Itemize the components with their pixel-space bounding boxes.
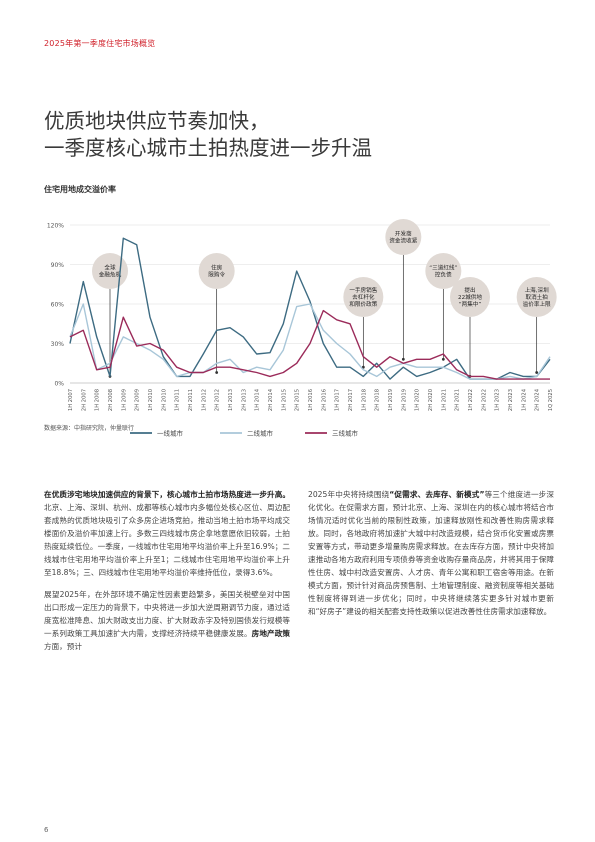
annotation-label: “两集中” [459, 300, 482, 308]
page-number: 6 [44, 826, 49, 834]
x-tick-label: 1H 2024 [521, 388, 527, 411]
x-tick-label: 1H 2021 [441, 389, 447, 411]
x-tick-label: 1Q 2025 [548, 389, 554, 411]
annotation-dot [215, 371, 219, 374]
x-tick-label: 1H 2011 [175, 389, 181, 411]
annotation-label: 和限价政策 [349, 300, 377, 308]
x-tick-label: 1H 2013 [228, 389, 234, 411]
paragraph-lead-bold: 在优质涉宅地块加速供应的背景下，核心城市土拍市场热度进一步升高。 [44, 490, 290, 499]
annotation-label: 取消土拍 [525, 293, 548, 301]
annotation-label: 开发商 [395, 229, 412, 237]
title-line-1: 优质地块供应节奏加快， [44, 109, 270, 133]
paragraph-policy: 2025年中央将持续围绕“促需求、去库存、新模式”等三个维度进一步深化优化。在促… [308, 488, 554, 618]
paragraph-land-market: 在优质涉宅地块加速供应的背景下，核心城市土拍市场热度进一步升高。北京、上海、深圳… [44, 488, 290, 579]
page-title: 优质地块供应节奏加快， 一季度核心城市土拍热度进一步升温 [44, 108, 372, 162]
annotation-bubble [516, 277, 557, 317]
x-tick-label: 1H 2014 [255, 388, 261, 411]
body-column-right: 2025年中央将持续围绕“促需求、去库存、新模式”等三个维度进一步深化优化。在促… [308, 488, 554, 627]
x-tick-label: 2H 2011 [188, 389, 194, 411]
annotation-dot [535, 371, 539, 374]
annotation-bubble [385, 219, 422, 255]
annotation-label: 金融危机 [99, 271, 122, 279]
annotation-label: 去杠杆化 [352, 293, 375, 301]
x-tick-label: 1H 2007 [68, 389, 74, 411]
x-tick-label: 2H 2022 [481, 389, 487, 411]
annotation-bubble [198, 253, 235, 289]
x-tick-label: 2H 2012 [215, 389, 221, 411]
x-tick-label: 1H 2022 [468, 389, 474, 411]
annotation-label: 全球 [104, 263, 116, 271]
annotation-dot [401, 357, 405, 361]
annotation-label: 提出 [464, 286, 475, 294]
data-source-note: 数据来源：中指研究院，仲量联行 [44, 425, 135, 432]
x-tick-label: 1H 2010 [148, 389, 154, 411]
x-tick-label: 1H 2016 [308, 389, 314, 411]
legend-label: 一线城市 [157, 429, 184, 438]
body-column-left: 在优质涉宅地块加速供应的背景下，核心城市土拍市场热度进一步升高。北京、上海、深圳… [44, 488, 290, 662]
x-tick-label: 2H 2021 [455, 389, 461, 411]
x-tick-label: 1H 2019 [388, 389, 394, 411]
paragraph-outlook: 展望2025年，在外部环境不确定性因素更趋繁多，美国关税壁垒对中国出口形成一定压… [44, 588, 290, 653]
x-tick-label: 1H 2015 [281, 389, 287, 411]
paragraph-text: 方面，预计 [44, 642, 82, 651]
annotation-label: 溢价率上限 [523, 300, 551, 308]
annotation-label: 限购令 [208, 271, 225, 279]
x-tick-label: 2H 2019 [401, 389, 407, 411]
x-tick-label: 2H 2024 [535, 388, 541, 411]
y-tick-label: 30% [51, 341, 65, 348]
x-tick-label: 2H 2020 [428, 389, 434, 411]
annotation-label: 一手房销售 [349, 286, 377, 294]
annotation-dot [361, 365, 365, 369]
series-line [69, 309, 550, 380]
premium-rate-line-chart: 0% 30% 60% 90% 120% 1H 2007 2H 2007 1H 2008 2H 2… [47, 219, 557, 438]
x-tick-label: 2H 2008 [108, 389, 114, 411]
annotation-label: 资金流收紧 [389, 237, 417, 245]
x-tick-label: 2H 2013 [241, 389, 247, 411]
annotation-bubble [425, 253, 462, 289]
annotation-label: 住房 [211, 263, 223, 271]
paragraph-text: 展望2025年，在外部环境不确定性因素更趋繁多，美国关税壁垒对中国出口形成一定压… [44, 590, 290, 638]
annotation-label: 控负债 [435, 271, 452, 279]
legend-label: 三线城市 [332, 429, 359, 438]
x-tick-label: 1H 2020 [415, 389, 421, 411]
annotation-label: “三道红线” [429, 263, 457, 271]
title-line-2: 一季度核心城市土拍热度进一步升温 [44, 136, 372, 160]
legend-label: 二线城市 [247, 429, 274, 438]
x-tick-label: 1H 2018 [361, 389, 367, 411]
annotation-label: 22城供地 [458, 293, 482, 301]
x-tick-label: 1H 2008 [95, 389, 101, 411]
chart-title: 住宅用地成交溢价率 [44, 185, 116, 194]
x-tick-label: 2H 2007 [81, 389, 87, 411]
annotation-bubble [343, 277, 384, 317]
report-header: 2025年第一季度住宅市场概览 [44, 39, 156, 48]
y-tick-label: 90% [51, 262, 65, 269]
x-tick-label: 2H 2009 [135, 389, 141, 411]
annotation-dot [441, 357, 445, 361]
x-tick-label: 2H 2015 [295, 389, 301, 411]
x-tick-label: 2H 2010 [161, 389, 167, 411]
x-tick-label: 2H 2014 [268, 388, 274, 411]
paragraph-text: 等三个维度进一步深化优化。在促需求方面，预计北京、上海、深圳在内的核心城市将结合… [308, 490, 554, 616]
x-tick-label: 2H 2023 [508, 389, 514, 411]
paragraph-text: 北京、上海、深圳、杭州、成都等核心城市内多幅位处核心区位、周边配套成熟的优质地块… [44, 503, 290, 577]
x-tick-label: 1H 2012 [201, 389, 207, 411]
y-tick-label: 120% [47, 223, 64, 230]
annotation-label: 上海,深圳 [525, 286, 550, 294]
x-tick-label: 2H 2016 [321, 389, 327, 411]
x-tick-label: 2H 2018 [375, 389, 381, 411]
paragraph-inline-bold: “促需求、去库存、新模式” [389, 490, 485, 499]
series-line [69, 303, 551, 380]
x-tick-label: 1H 2009 [121, 389, 127, 411]
x-tick-label: 2H 2017 [348, 389, 354, 411]
x-tick-label: 1H 2017 [335, 389, 341, 411]
y-tick-label: 60% [51, 302, 65, 309]
y-tick-label: 0% [54, 381, 64, 388]
x-tick-label: 1H 2023 [495, 389, 501, 411]
paragraph-text: 2025年中央将持续围绕 [308, 490, 390, 499]
paragraph-inline-bold: 房地产政策 [251, 629, 291, 638]
annotation-bubble [450, 277, 490, 317]
